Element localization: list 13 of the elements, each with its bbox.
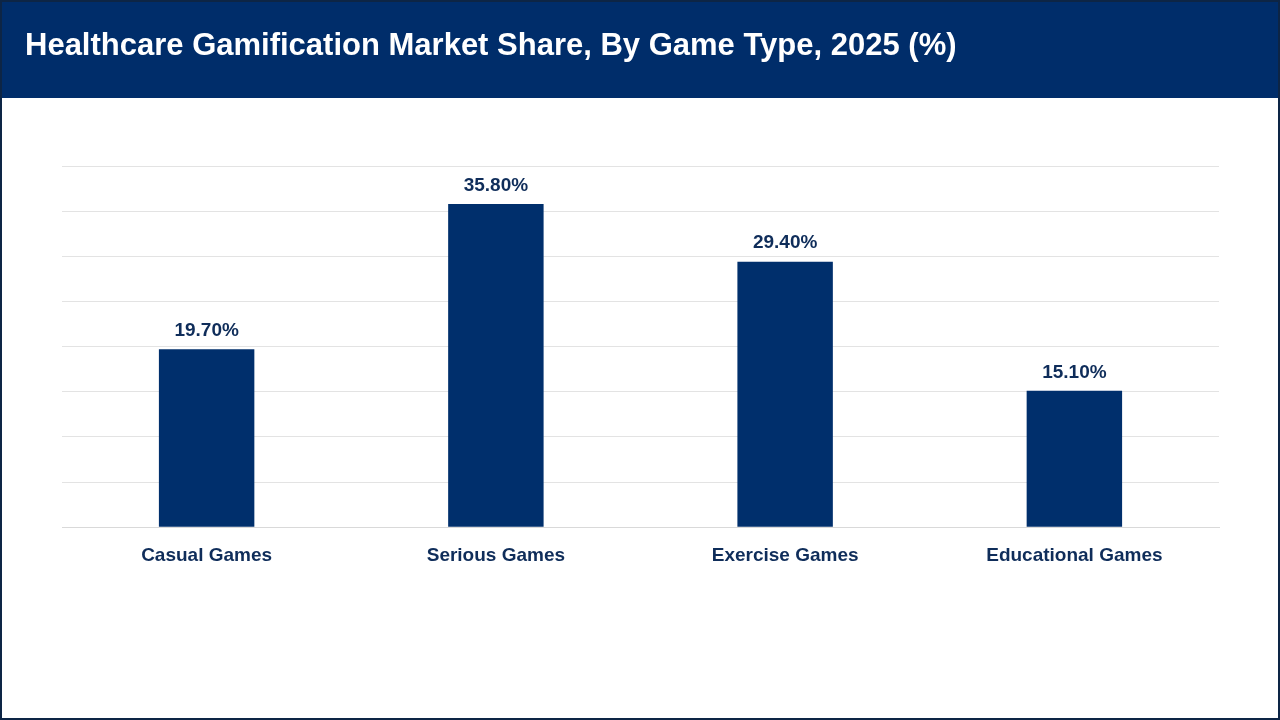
x-tick-label: Casual Games bbox=[141, 543, 273, 565]
bar bbox=[1026, 390, 1123, 527]
data-label: 19.70% bbox=[174, 319, 239, 341]
bar bbox=[158, 349, 255, 527]
data-label: 35.80% bbox=[463, 173, 529, 195]
x-tick-label: Educational Games bbox=[986, 543, 1163, 565]
chart-title: Healthcare Gamification Market Share, By Game Type, 2025 (%) bbox=[25, 27, 957, 63]
x-tick-label: Serious Games bbox=[426, 543, 566, 565]
data-label: 29.40% bbox=[752, 231, 818, 253]
bar bbox=[737, 261, 833, 527]
data-label: 15.10% bbox=[1042, 360, 1107, 382]
x-tick-label: Exercise Games bbox=[711, 543, 859, 565]
bar bbox=[448, 203, 544, 527]
